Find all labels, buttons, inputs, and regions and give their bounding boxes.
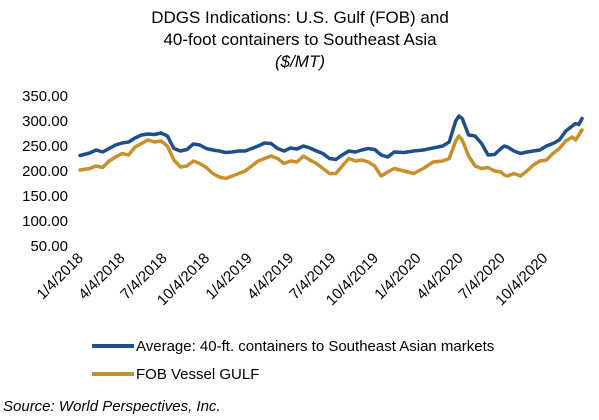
legend-label-containers: Average: 40-ft. containers to Southeast … — [136, 338, 494, 355]
y-tick-label: 200.00 — [22, 163, 68, 180]
y-tick-label: 300.00 — [22, 113, 68, 130]
y-tick-label: 250.00 — [22, 138, 68, 155]
series-line-fob — [78, 128, 584, 181]
chart-subtitle: ($/MT) — [275, 52, 325, 71]
chart-title-line-1: DDGS Indications: U.S. Gulf (FOB) and — [151, 8, 449, 27]
y-tick-label: 150.00 — [22, 188, 68, 205]
legend-label-fob: FOB Vessel GULF — [136, 366, 259, 383]
legend: Average: 40-ft. containers to Southeast … — [92, 338, 494, 383]
source-note: Source: World Perspectives, Inc. — [3, 398, 221, 415]
y-tick-label: 350.00 — [22, 88, 68, 105]
series-layer — [78, 114, 584, 181]
y-axis: 350.00 300.00 250.00 200.00 150.00 100.00 50.0… — [22, 88, 68, 255]
chart-title-line-2: 40-foot containers to Southeast Asia — [163, 30, 437, 49]
y-tick-label: 50.00 — [30, 238, 68, 255]
x-axis: 1/4/20184/4/20187/4/201810/4/20181/4/201… — [34, 250, 552, 309]
y-tick-label: 100.00 — [22, 213, 68, 230]
series-line-containers — [78, 114, 584, 162]
